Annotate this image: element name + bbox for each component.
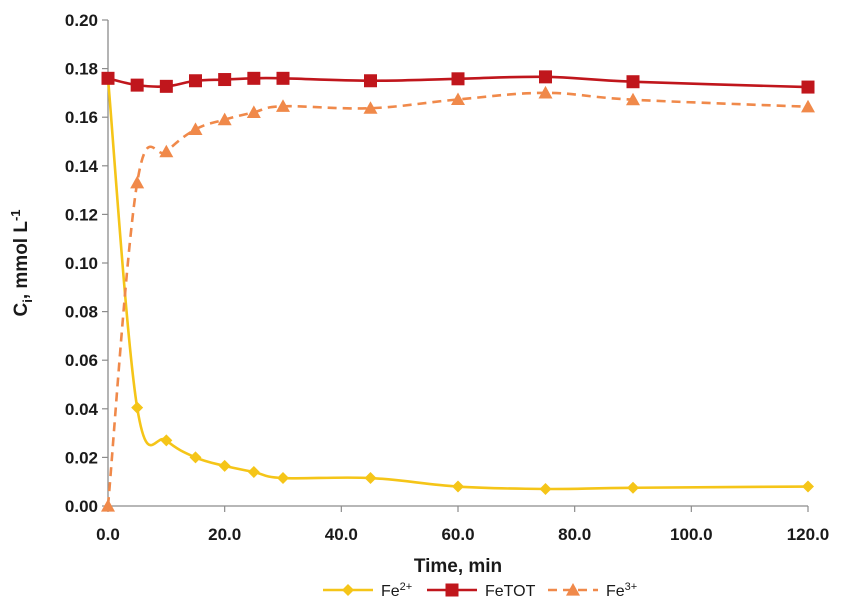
- y-tick-label: 0.00: [65, 497, 98, 516]
- x-tick-label: 20.0: [208, 525, 241, 544]
- data-point: [626, 92, 640, 106]
- y-tick-label: 0.20: [65, 11, 98, 30]
- x-tick-label: 0.0: [96, 525, 120, 544]
- legend-item: FeTOT: [427, 583, 536, 600]
- data-point: [130, 78, 144, 92]
- data-point: [218, 73, 232, 87]
- data-point: [246, 105, 261, 118]
- y-tick-label: 0.10: [65, 254, 98, 273]
- y-axis-title: Ci, mmol L-1: [8, 209, 35, 316]
- series-fe2: [102, 72, 814, 495]
- x-tick-label: 80.0: [558, 525, 591, 544]
- series-line: [106, 91, 809, 507]
- data-point: [539, 482, 552, 495]
- data-point: [131, 401, 144, 414]
- data-point: [217, 112, 232, 126]
- data-point: [160, 434, 173, 447]
- legend-marker: [342, 584, 354, 596]
- legend-item: Fe2+: [323, 581, 412, 600]
- x-tick-label: 100.0: [670, 525, 713, 544]
- data-point: [363, 101, 378, 114]
- y-tick-label: 0.14: [65, 157, 99, 176]
- data-point: [451, 72, 465, 86]
- data-point: [247, 71, 261, 85]
- axes: 0.00 0.02 0.04 0.06 0.08 0.10 0.12 0.14 0.16 0.18…: [65, 11, 829, 544]
- data-point: [801, 80, 815, 94]
- series-line: [106, 78, 809, 491]
- x-tick-label: 120.0: [787, 525, 830, 544]
- data-point: [538, 85, 553, 99]
- y-tick-label: 0.18: [65, 60, 98, 79]
- data-point: [218, 459, 231, 472]
- y-tick-label: 0.02: [65, 448, 98, 467]
- data-point: [101, 499, 115, 512]
- data-point: [189, 451, 202, 464]
- data-point: [802, 480, 814, 493]
- data-point: [364, 74, 377, 88]
- data-point: [277, 472, 289, 485]
- legend-label: Fe3+: [606, 581, 637, 600]
- legend-item: Fe3+: [548, 581, 637, 600]
- data-point: [626, 75, 640, 89]
- legend-marker: [445, 583, 459, 597]
- legend-label: Fe2+: [381, 581, 412, 600]
- y-tick-label: 0.08: [65, 303, 98, 322]
- data-point: [130, 175, 145, 189]
- x-tick-label: 40.0: [325, 525, 358, 544]
- data-point: [247, 465, 260, 478]
- data-point: [159, 79, 173, 93]
- data-point: [276, 99, 290, 112]
- legend-label: FeTOT: [485, 583, 536, 600]
- legend: Fe2+ FeTOT Fe3+: [323, 581, 637, 600]
- series-fetot: [101, 70, 815, 94]
- y-tick-label: 0.12: [65, 205, 98, 224]
- x-axis-title: Time, min: [414, 556, 502, 577]
- data-point: [539, 70, 552, 84]
- data-point: [101, 71, 115, 85]
- y-tick-label: 0.06: [65, 351, 98, 370]
- data-point: [801, 99, 815, 113]
- legend-marker: [566, 583, 580, 596]
- data-point: [452, 480, 464, 493]
- series-fe3: [101, 85, 815, 512]
- y-tick-label: 0.04: [65, 400, 99, 419]
- data-point: [627, 481, 639, 494]
- data-point: [189, 74, 202, 88]
- data-point: [159, 144, 174, 158]
- y-tick-label: 0.16: [65, 108, 98, 127]
- data-point: [364, 472, 377, 485]
- series-layer: [101, 70, 815, 512]
- data-point: [188, 122, 203, 135]
- x-tick-label: 60.0: [441, 525, 474, 544]
- data-point: [451, 92, 465, 106]
- data-point: [276, 71, 290, 85]
